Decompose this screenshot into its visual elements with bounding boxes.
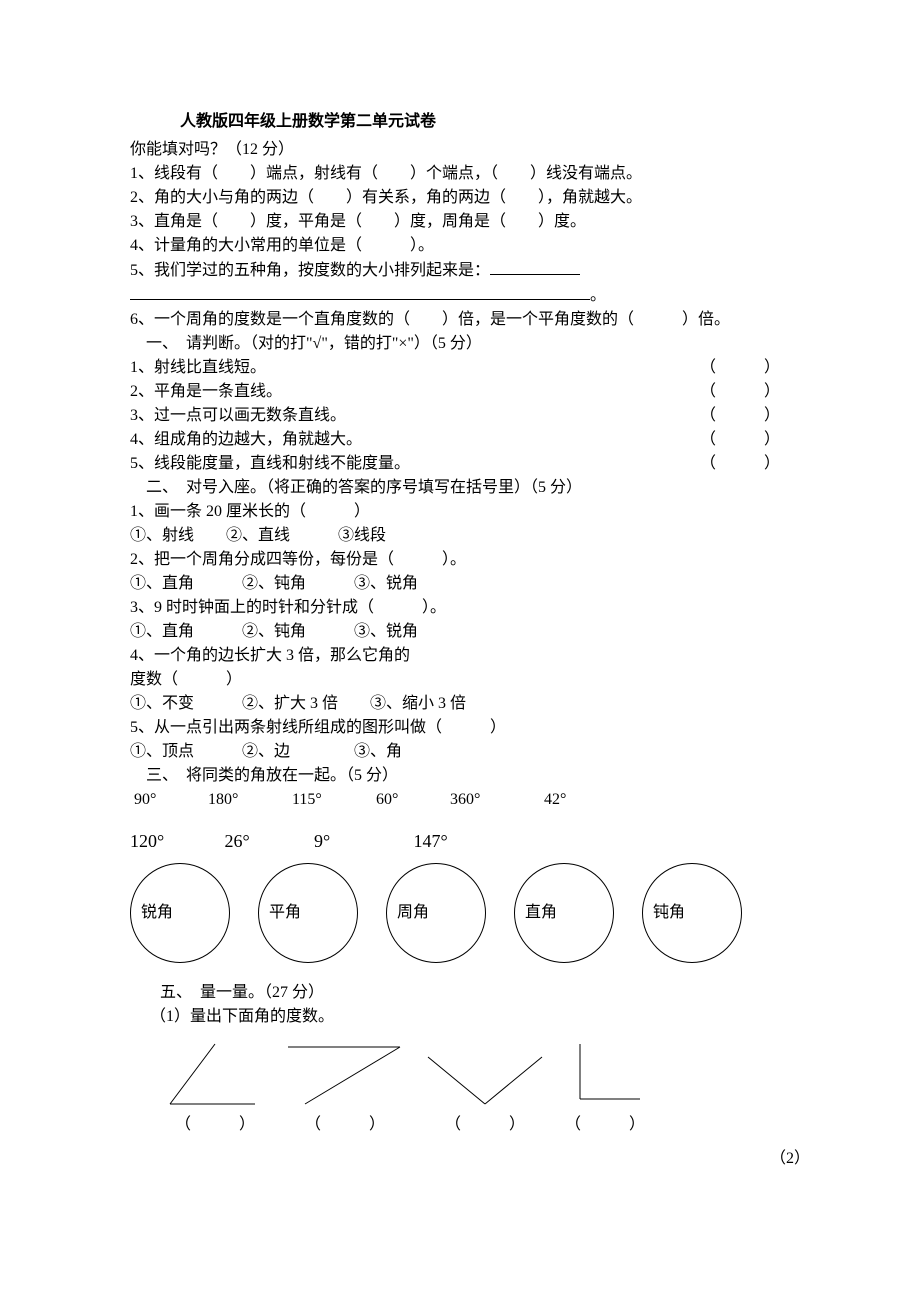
angle-90: 90° [134, 788, 204, 812]
angle-147: 147° [414, 828, 448, 855]
angle-42: 42° [544, 788, 566, 812]
section-1-heading: 一、 请判断。（对的打"√"，错的打"×"）（5 分） [130, 332, 820, 356]
angle-3-svg [420, 1049, 550, 1109]
angle-3-paren[interactable]: （ ） [445, 1113, 525, 1137]
angle-figure-1: （ ） [160, 1039, 270, 1137]
question-4: 4、计量角的大小常用的单位是（ ）。 [130, 234, 820, 258]
circle-obtuse[interactable]: 钝角 [642, 863, 742, 963]
circle-full[interactable]: 周角 [386, 863, 486, 963]
question-5b: 。 [130, 283, 820, 308]
section-5-heading: 五、 量一量。（27 分） [130, 981, 820, 1005]
mc-2-options: ①、直角 ②、钝角 ③、锐角 [130, 572, 820, 596]
angle-1-svg [160, 1039, 270, 1109]
angle-values-row1: 90° 180° 115° 60° 360° 42° [130, 788, 820, 812]
angle-360: 360° [450, 788, 540, 812]
judge-4-paren[interactable]: （ ） [700, 428, 820, 452]
angle-1-paren[interactable]: （ ） [175, 1113, 255, 1137]
mc-4-options: ①、不变 ②、扩大 3 倍 ③、缩小 3 倍 [130, 692, 820, 716]
angle-figure-4: （ ） [560, 1039, 650, 1137]
angle-60: 60° [376, 788, 446, 812]
page-title: 人教版四年级上册数学第二单元试卷 [130, 110, 820, 134]
judge-1-text: 1、射线比直线短。 [130, 356, 266, 380]
angle-2-svg [280, 1039, 410, 1109]
judge-2-paren[interactable]: （ ） [700, 380, 820, 404]
mc-5-options: ①、顶点 ②、边 ③、角 [130, 740, 820, 764]
judge-row-1: 1、射线比直线短。 （ ） [130, 356, 820, 380]
section-3-heading: 三、 将同类的角放在一起。（5 分） [130, 764, 820, 788]
blank-line-short[interactable] [490, 258, 580, 275]
question-1: 1、线段有（ ）端点，射线有（ ）个端点，（ ）线没有端点。 [130, 162, 820, 186]
angle-4-paren[interactable]: （ ） [565, 1113, 645, 1137]
section-2-heading: 二、 对号入座。（将正确的答案的序号填写在括号里）（5 分） [130, 476, 820, 500]
question-3: 3、直角是（ ）度，平角是（ ）度，周角是（ ）度。 [130, 210, 820, 234]
judge-5-paren[interactable]: （ ） [700, 452, 820, 476]
mc-3: 3、9 时时钟面上的时针和分针成（ ）。 [130, 596, 820, 620]
footer-2: （2） [130, 1147, 820, 1171]
mc-3-options: ①、直角 ②、钝角 ③、锐角 [130, 620, 820, 644]
angle-26: 26° [225, 828, 310, 855]
angle-120: 120° [130, 828, 220, 855]
angle-180: 180° [208, 788, 288, 812]
mc-5: 5、从一点引出两条射线所组成的图形叫做（ ） [130, 716, 820, 740]
angle-values-row2: 120° 26° 9° 147° [130, 828, 820, 855]
angle-9: 9° [314, 828, 409, 855]
judge-row-2: 2、平角是一条直线。 （ ） [130, 380, 820, 404]
judge-row-5: 5、线段能度量，直线和射线不能度量。 （ ） [130, 452, 820, 476]
angle-2-paren[interactable]: （ ） [305, 1113, 385, 1137]
fill-intro: 你能填对吗？（12 分） [130, 138, 820, 162]
judge-4-text: 4、组成角的边越大，角就越大。 [130, 428, 362, 452]
measure-angles-row: （ ） （ ） （ ） （ ） [130, 1039, 820, 1137]
judge-3-paren[interactable]: （ ） [700, 404, 820, 428]
mc-1-options: ①、射线 ②、直线 ③线段 [130, 524, 820, 548]
question-5a: 5、我们学过的五种角，按度数的大小排列起来是： [130, 258, 820, 283]
circle-straight[interactable]: 平角 [258, 863, 358, 963]
judge-5-text: 5、线段能度量，直线和射线不能度量。 [130, 452, 410, 476]
circle-right[interactable]: 直角 [514, 863, 614, 963]
judge-2-text: 2、平角是一条直线。 [130, 380, 282, 404]
question-6: 6、一个周角的度数是一个直角度数的（ ）倍，是一个平角度数的（ ）倍。 [130, 308, 820, 332]
angle-115: 115° [292, 788, 372, 812]
angle-4-svg [560, 1039, 650, 1109]
period: 。 [590, 287, 606, 304]
angle-figure-3: （ ） [420, 1049, 550, 1137]
circle-acute[interactable]: 锐角 [130, 863, 230, 963]
judge-1-paren[interactable]: （ ） [700, 356, 820, 380]
angle-figure-2: （ ） [280, 1039, 410, 1137]
mc-2: 2、把一个周角分成四等份，每份是（ ）。 [130, 548, 820, 572]
question-2: 2、角的大小与角的两边（ ）有关系，角的两边（ ），角就越大。 [130, 186, 820, 210]
mc-4b: 度数（ ） [130, 668, 820, 692]
judge-3-text: 3、过一点可以画无数条直线。 [130, 404, 346, 428]
judge-row-4: 4、组成角的边越大，角就越大。 （ ） [130, 428, 820, 452]
section-5-sub: （1）量出下面角的度数。 [130, 1005, 820, 1029]
mc-4a: 4、一个角的边长扩大 3 倍，那么它角的 [130, 644, 820, 668]
mc-1: 1、画一条 20 厘米长的（ ） [130, 500, 820, 524]
blank-line-long[interactable] [130, 283, 590, 300]
judge-row-3: 3、过一点可以画无数条直线。 （ ） [130, 404, 820, 428]
question-5a-text: 5、我们学过的五种角，按度数的大小排列起来是： [130, 262, 490, 279]
circle-row: 锐角 平角 周角 直角 钝角 [130, 863, 820, 963]
